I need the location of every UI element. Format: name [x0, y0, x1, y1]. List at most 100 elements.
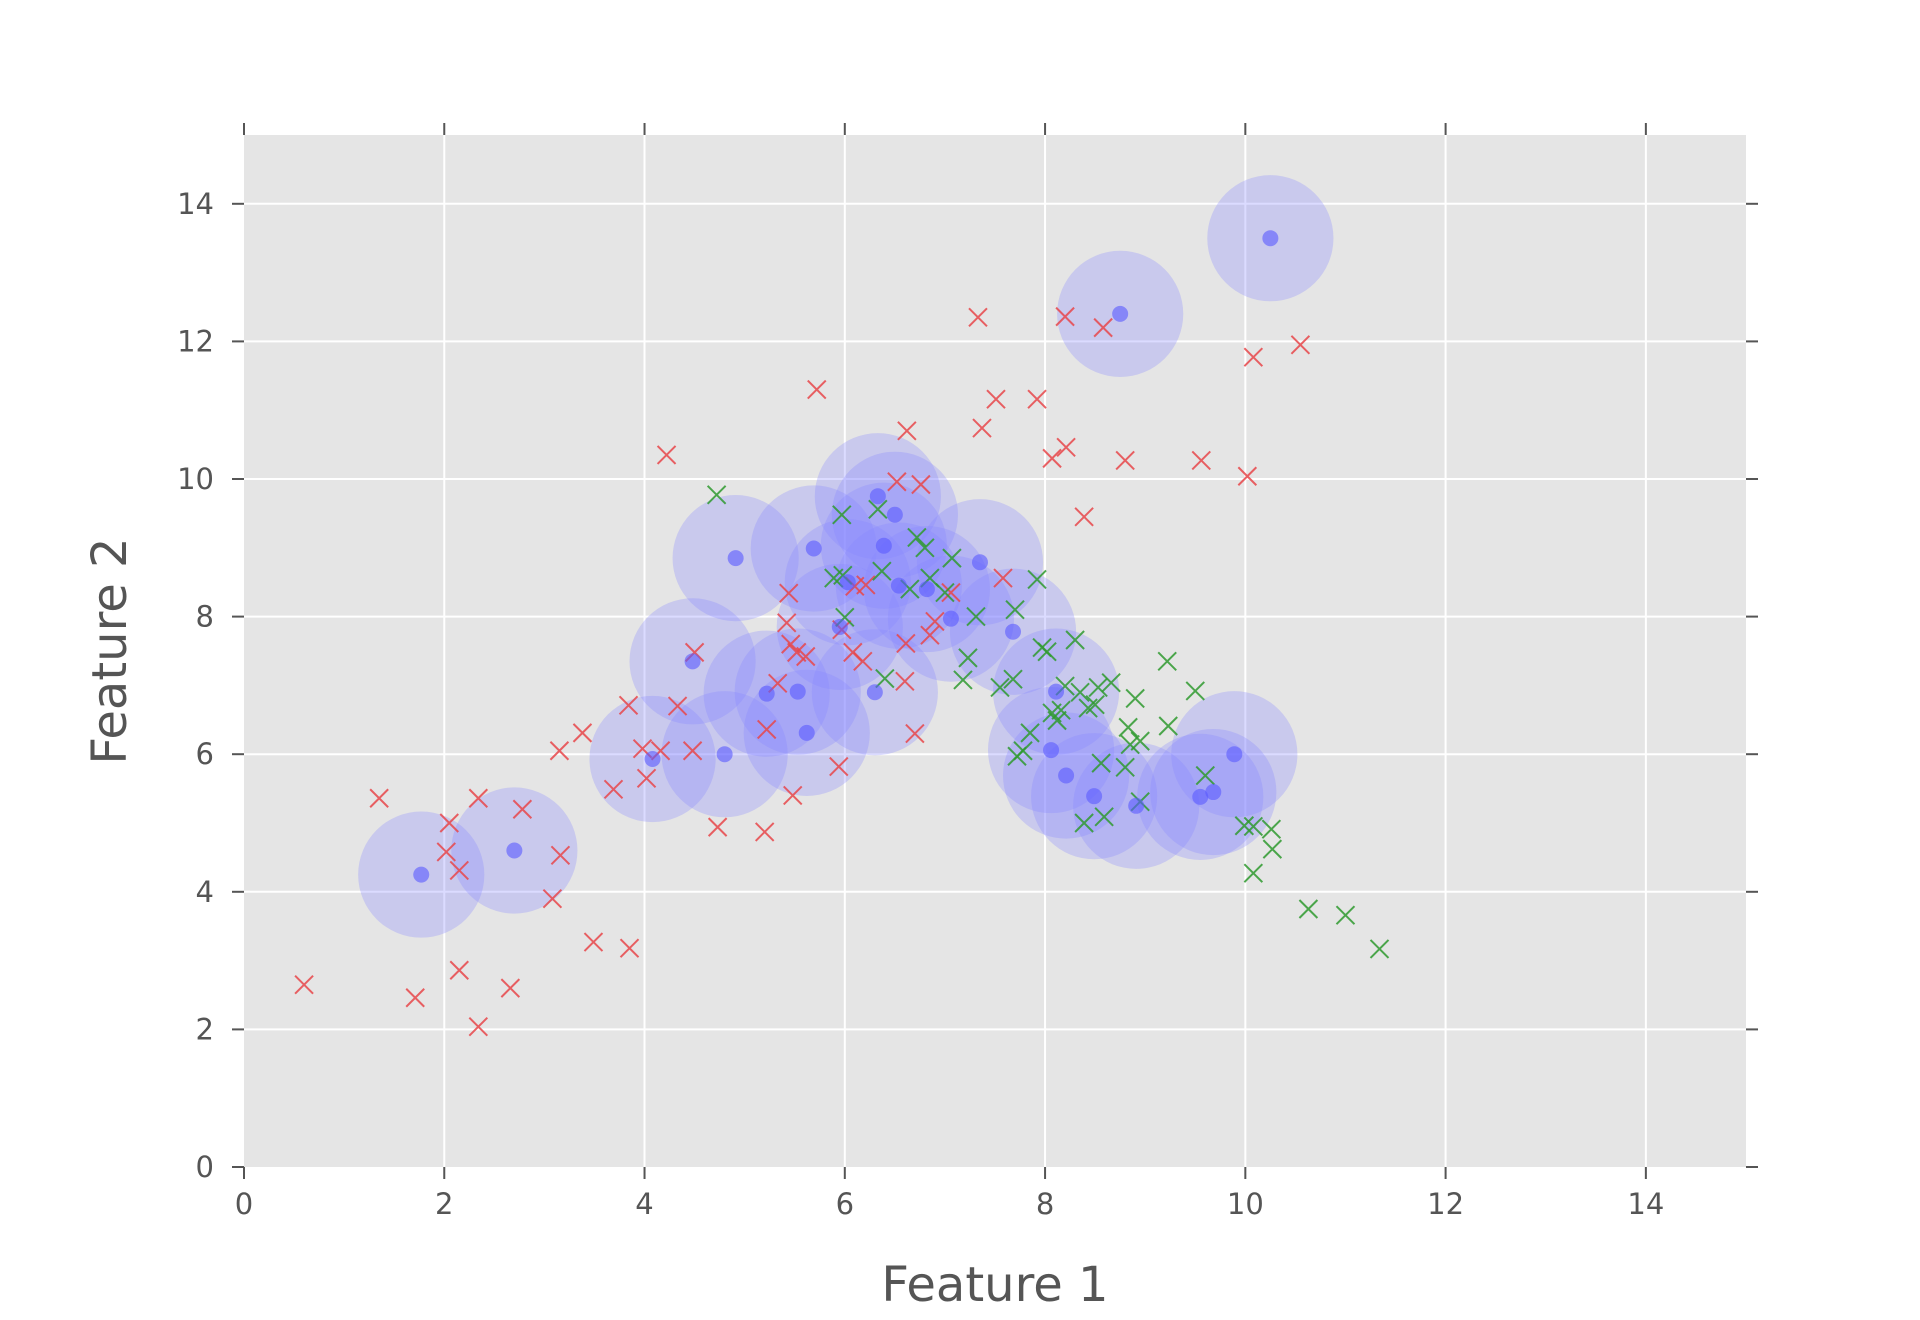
blue-point-19: [971, 554, 988, 571]
red-x-marker-52: [968, 307, 988, 328]
red-x-marker-0: [294, 974, 314, 995]
red-x-marker-64: [1237, 466, 1258, 486]
blue-point-1: [506, 842, 523, 859]
red-x-marker-22: [656, 445, 677, 465]
red-x-marker-60: [1074, 507, 1094, 527]
green-x-marker-50: [1243, 816, 1264, 837]
blue-point-22: [1048, 683, 1065, 700]
y-tick-label-7: 14: [177, 187, 214, 221]
green-x-marker-23: [1027, 569, 1047, 590]
green-x-marker-43: [1130, 731, 1150, 751]
blue-point-13: [869, 488, 886, 505]
green-x-marker-9: [907, 527, 927, 548]
red-x-marker-50: [925, 611, 945, 632]
grid-lines: [244, 135, 1746, 1167]
red-x-marker-55: [993, 568, 1013, 588]
green-x-marker-5: [868, 499, 888, 519]
red-x-marker-10: [512, 799, 533, 819]
red-x-marker-51: [941, 582, 961, 603]
red-x-marker-26: [707, 817, 728, 837]
blue-points: [413, 230, 1279, 883]
red-x-marker-28: [756, 719, 777, 740]
green-x-marker-34: [1085, 694, 1105, 715]
blue-point-28: [1226, 746, 1243, 763]
green-x-marker-38: [1101, 672, 1121, 693]
y-tick-label-5: 10: [177, 462, 214, 496]
blue-point-24: [1086, 788, 1103, 805]
red-x-marker-66: [1290, 335, 1311, 355]
x-tick-label-4: 8: [1036, 1187, 1054, 1221]
y-tick-label-6: 12: [177, 324, 214, 358]
blue-point-6: [758, 685, 775, 702]
green-x-marker-10: [915, 538, 935, 558]
green-x-marker-2: [832, 505, 852, 525]
y-axis-title: Feature 2: [82, 537, 138, 764]
green-x-marker-39: [1115, 757, 1135, 777]
blue-point-4: [716, 746, 733, 763]
red-x-marker-20: [636, 768, 657, 788]
y-tick-label-4: 8: [196, 600, 214, 634]
green-x-marker-12: [935, 582, 955, 603]
red-x-marker-41: [853, 651, 873, 672]
green-x-marker-22: [1020, 723, 1040, 743]
green-x-marker-28: [1051, 700, 1071, 720]
red-x-marker-12: [550, 845, 571, 866]
x-tick-label-6: 12: [1427, 1187, 1464, 1221]
y-tick-label-3: 6: [196, 737, 214, 771]
red-x-marker-59: [1055, 306, 1075, 327]
green-x-markers: [706, 485, 1390, 959]
red-x-marker-3: [436, 842, 456, 862]
red-x-marker-47: [905, 723, 925, 744]
green-x-marker-51: [1243, 863, 1264, 883]
x-tick-label-7: 14: [1627, 1187, 1664, 1221]
red-x-marker-48: [911, 474, 931, 495]
red-x-markers: [294, 306, 1311, 1037]
blue-point-7: [789, 683, 806, 700]
red-x-marker-57: [1042, 448, 1062, 469]
red-x-marker-15: [583, 932, 604, 952]
axis-ticks: [232, 123, 1758, 1179]
blue-point-11: [839, 574, 856, 591]
blue-point-5: [727, 550, 744, 567]
blue-point-15: [886, 506, 903, 523]
green-x-marker-19: [1003, 669, 1023, 689]
green-x-marker-31: [1070, 682, 1090, 702]
x-tick-label-3: 6: [836, 1187, 854, 1221]
green-x-marker-33: [1078, 698, 1098, 718]
red-x-marker-35: [796, 646, 816, 667]
red-x-marker-58: [1056, 437, 1076, 458]
green-x-marker-55: [1335, 905, 1356, 925]
blue-point-8: [798, 724, 815, 741]
green-x-marker-15: [958, 648, 978, 668]
red-x-marker-11: [542, 888, 563, 909]
blue-point-17: [918, 581, 935, 598]
green-x-marker-40: [1118, 717, 1138, 738]
blue-point-0: [413, 866, 430, 883]
red-x-marker-27: [754, 822, 775, 842]
red-x-marker-31: [781, 634, 801, 654]
x-axis-title: Feature 1: [881, 1257, 1108, 1313]
green-x-marker-7: [875, 668, 895, 689]
red-x-marker-30: [777, 613, 797, 633]
green-x-marker-45: [1158, 716, 1178, 736]
x-tick-label-5: 10: [1227, 1187, 1264, 1221]
blue-point-25: [1128, 797, 1145, 814]
blue-point-10: [831, 618, 848, 635]
green-x-marker-32: [1074, 813, 1094, 833]
green-x-marker-54: [1298, 899, 1319, 919]
red-x-marker-65: [1243, 347, 1264, 367]
blue-point-18: [942, 610, 959, 627]
green-x-marker-46: [1157, 651, 1177, 672]
red-x-marker-37: [829, 756, 849, 777]
blue-point-3: [684, 653, 701, 670]
red-x-marker-43: [887, 472, 907, 492]
green-x-marker-16: [966, 606, 986, 627]
green-x-marker-6: [872, 561, 892, 581]
green-x-marker-21: [1013, 741, 1033, 761]
green-x-marker-18: [1005, 600, 1025, 620]
red-x-marker-24: [682, 741, 703, 761]
y-tick-label-0: 0: [196, 1150, 214, 1184]
green-x-marker-56: [1369, 939, 1390, 959]
red-x-marker-32: [783, 785, 803, 806]
